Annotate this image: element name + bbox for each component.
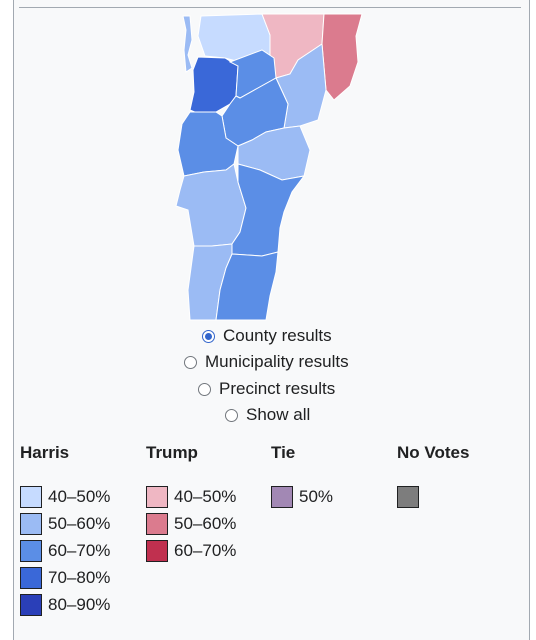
legend-item-harris-80-90: 80–90% — [20, 593, 110, 617]
legend-swatch — [20, 540, 42, 562]
legend-item-harris-50-60: 50–60% — [20, 512, 110, 536]
legend-item-harris-40-50: 40–50% — [20, 485, 110, 509]
legend-item-harris-70-80: 70–80% — [20, 566, 110, 590]
legend-item-trump-40-50: 40–50% — [146, 485, 236, 509]
legend-swatch — [20, 594, 42, 616]
legend-swatch — [146, 486, 168, 508]
legend-swatch — [20, 567, 42, 589]
county-grand-isle[interactable] — [182, 15, 193, 73]
legend-item-trump-60-70: 60–70% — [146, 539, 236, 563]
municipality-radio[interactable] — [184, 355, 197, 369]
legend-item-no-votes — [397, 485, 419, 509]
option-show-all[interactable]: Show all — [225, 404, 310, 426]
show-all-radio[interactable] — [225, 408, 238, 422]
legend-item-tie-50: 50% — [271, 485, 333, 509]
county-radio[interactable] — [202, 329, 215, 343]
precinct-label: Precinct results — [219, 379, 336, 398]
legend-item-trump-50-60: 50–60% — [146, 512, 236, 536]
legend-swatch — [20, 513, 42, 535]
option-municipality-results[interactable]: Municipality results — [184, 351, 349, 373]
option-precinct-results[interactable]: Precinct results — [198, 378, 335, 400]
municipality-label: Municipality results — [205, 352, 349, 371]
legend-swatch — [271, 486, 293, 508]
legend-item-harris-60-70: 60–70% — [20, 539, 110, 563]
precinct-radio[interactable] — [198, 382, 211, 396]
legend-label: 50% — [299, 487, 334, 506]
legend-novotes-title: No Votes — [397, 443, 470, 462]
legend-label: 60–70% — [48, 541, 111, 560]
top-divider — [19, 7, 521, 8]
vermont-county-map — [175, 13, 363, 321]
legend-swatch — [146, 513, 168, 535]
legend-swatch — [397, 486, 419, 508]
county-label: County results — [223, 326, 332, 345]
county-windham[interactable] — [215, 251, 279, 321]
legend-harris-title: Harris — [20, 443, 70, 462]
legend-label: 40–50% — [174, 487, 237, 506]
county-rutland[interactable] — [175, 163, 247, 247]
legend-tie-title: Tie — [271, 443, 296, 462]
legend-label: 70–80% — [48, 568, 111, 587]
option-county-results[interactable]: County results — [202, 325, 332, 347]
legend-label: 50–60% — [48, 514, 111, 533]
legend-swatch — [20, 486, 42, 508]
legend-label: 50–60% — [174, 514, 237, 533]
legend-label: 40–50% — [48, 487, 111, 506]
legend-swatch — [146, 540, 168, 562]
legend-label: 80–90% — [48, 595, 111, 614]
county-essex[interactable] — [321, 13, 363, 101]
legend-trump-title: Trump — [146, 443, 198, 462]
show-all-label: Show all — [246, 405, 311, 424]
legend-label: 60–70% — [174, 541, 237, 560]
